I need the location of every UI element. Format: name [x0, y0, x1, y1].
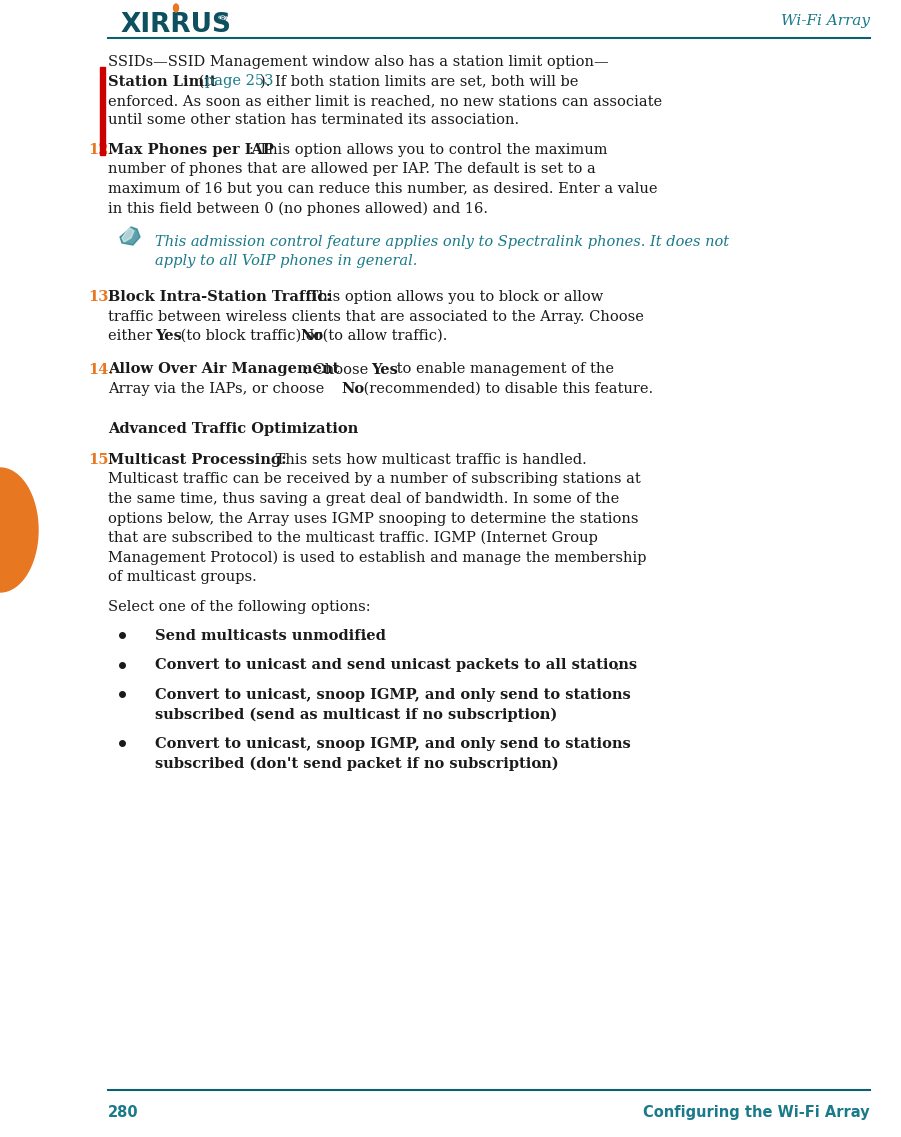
Text: number of phones that are allowed per IAP. The default is set to a: number of phones that are allowed per IA… [108, 163, 596, 176]
Text: Station Limit: Station Limit [108, 75, 216, 89]
Text: either: either [108, 329, 157, 343]
Text: the same time, thus saving a great deal of bandwidth. In some of the: the same time, thus saving a great deal … [108, 492, 619, 506]
Text: No: No [341, 382, 364, 396]
Text: .: . [539, 707, 543, 722]
Text: Management Protocol) is used to establish and manage the membership: Management Protocol) is used to establis… [108, 550, 647, 565]
Bar [100, 67, 105, 155]
Text: to enable management of the: to enable management of the [392, 363, 614, 376]
Text: Select one of the following options:: Select one of the following options: [108, 599, 370, 614]
Text: ®: ® [218, 14, 228, 24]
Text: Yes: Yes [155, 329, 182, 343]
Text: subscribed (send as multicast if no subscription): subscribed (send as multicast if no subs… [155, 707, 557, 722]
Text: Multicast Processing:: Multicast Processing: [108, 453, 287, 467]
Text: .: . [538, 756, 542, 771]
Text: (to allow traffic).: (to allow traffic). [318, 329, 448, 343]
Text: Configuring the Wi-Fi Array: Configuring the Wi-Fi Array [643, 1105, 870, 1120]
Text: Array via the IAPs, or choose: Array via the IAPs, or choose [108, 382, 329, 396]
Text: options below, the Array uses IGMP snooping to determine the stations: options below, the Array uses IGMP snoop… [108, 512, 639, 525]
Text: : This option allows you to control the maximum: : This option allows you to control the … [249, 143, 607, 157]
Text: No: No [300, 329, 323, 343]
Text: .: . [615, 658, 620, 672]
Text: (: ( [194, 75, 205, 89]
Text: Allow Over Air Management: Allow Over Air Management [108, 363, 340, 376]
Text: 14.: 14. [88, 363, 114, 376]
Text: Block Intra-Station Traffic:: Block Intra-Station Traffic: [108, 290, 332, 304]
Text: Multicast traffic can be received by a number of subscribing stations at: Multicast traffic can be received by a n… [108, 473, 641, 487]
Text: Convert to unicast and send unicast packets to all stations: Convert to unicast and send unicast pack… [155, 658, 637, 672]
Text: traffic between wireless clients that are associated to the Array. Choose: traffic between wireless clients that ar… [108, 309, 644, 324]
Text: XIRRUS: XIRRUS [121, 13, 232, 38]
Text: : Choose: : Choose [304, 363, 373, 376]
Text: .: . [363, 629, 368, 644]
Text: 280: 280 [108, 1105, 139, 1120]
Text: 13.: 13. [88, 290, 114, 304]
Text: enforced. As soon as either limit is reached, no new stations can associate: enforced. As soon as either limit is rea… [108, 94, 662, 108]
Text: Wi-Fi Array: Wi-Fi Array [781, 14, 870, 28]
Text: Convert to unicast, snoop IGMP, and only send to stations: Convert to unicast, snoop IGMP, and only… [155, 737, 631, 752]
Text: Advanced Traffic Optimization: Advanced Traffic Optimization [108, 422, 359, 435]
Text: 12.: 12. [88, 143, 114, 157]
Text: (to block traffic) or: (to block traffic) or [176, 329, 326, 343]
Polygon shape [0, 468, 38, 592]
Text: Send multicasts unmodified: Send multicasts unmodified [155, 629, 386, 644]
Text: SSIDs—SSID Management window also has a station limit option—: SSIDs—SSID Management window also has a … [108, 55, 608, 69]
Text: until some other station has terminated its association.: until some other station has terminated … [108, 114, 519, 127]
Text: Max Phones per IAP: Max Phones per IAP [108, 143, 274, 157]
Text: Convert to unicast, snoop IGMP, and only send to stations: Convert to unicast, snoop IGMP, and only… [155, 688, 631, 702]
Text: (recommended) to disable this feature.: (recommended) to disable this feature. [359, 382, 653, 396]
Text: page 253: page 253 [205, 75, 274, 89]
Text: Yes: Yes [371, 363, 398, 376]
Text: apply to all VoIP phones in general.: apply to all VoIP phones in general. [155, 255, 417, 268]
Text: of multicast groups.: of multicast groups. [108, 570, 257, 584]
Text: This sets how multicast traffic is handled.: This sets how multicast traffic is handl… [271, 453, 587, 467]
Text: This option allows you to block or allow: This option allows you to block or allow [304, 290, 604, 304]
Text: that are subscribed to the multicast traffic. IGMP (Internet Group: that are subscribed to the multicast tra… [108, 531, 598, 546]
Text: maximum of 16 but you can reduce this number, as desired. Enter a value: maximum of 16 but you can reduce this nu… [108, 182, 658, 196]
Polygon shape [122, 229, 134, 242]
Text: in this field between 0 (no phones allowed) and 16.: in this field between 0 (no phones allow… [108, 201, 488, 216]
Text: 15.: 15. [88, 453, 114, 467]
Text: This admission control feature applies only to Spectralink phones. It does not: This admission control feature applies o… [155, 235, 729, 249]
Ellipse shape [174, 5, 178, 13]
Polygon shape [120, 227, 140, 244]
Text: subscribed (don't send packet if no subscription): subscribed (don't send packet if no subs… [155, 756, 559, 771]
Text: ). If both station limits are set, both will be: ). If both station limits are set, both … [260, 75, 578, 89]
